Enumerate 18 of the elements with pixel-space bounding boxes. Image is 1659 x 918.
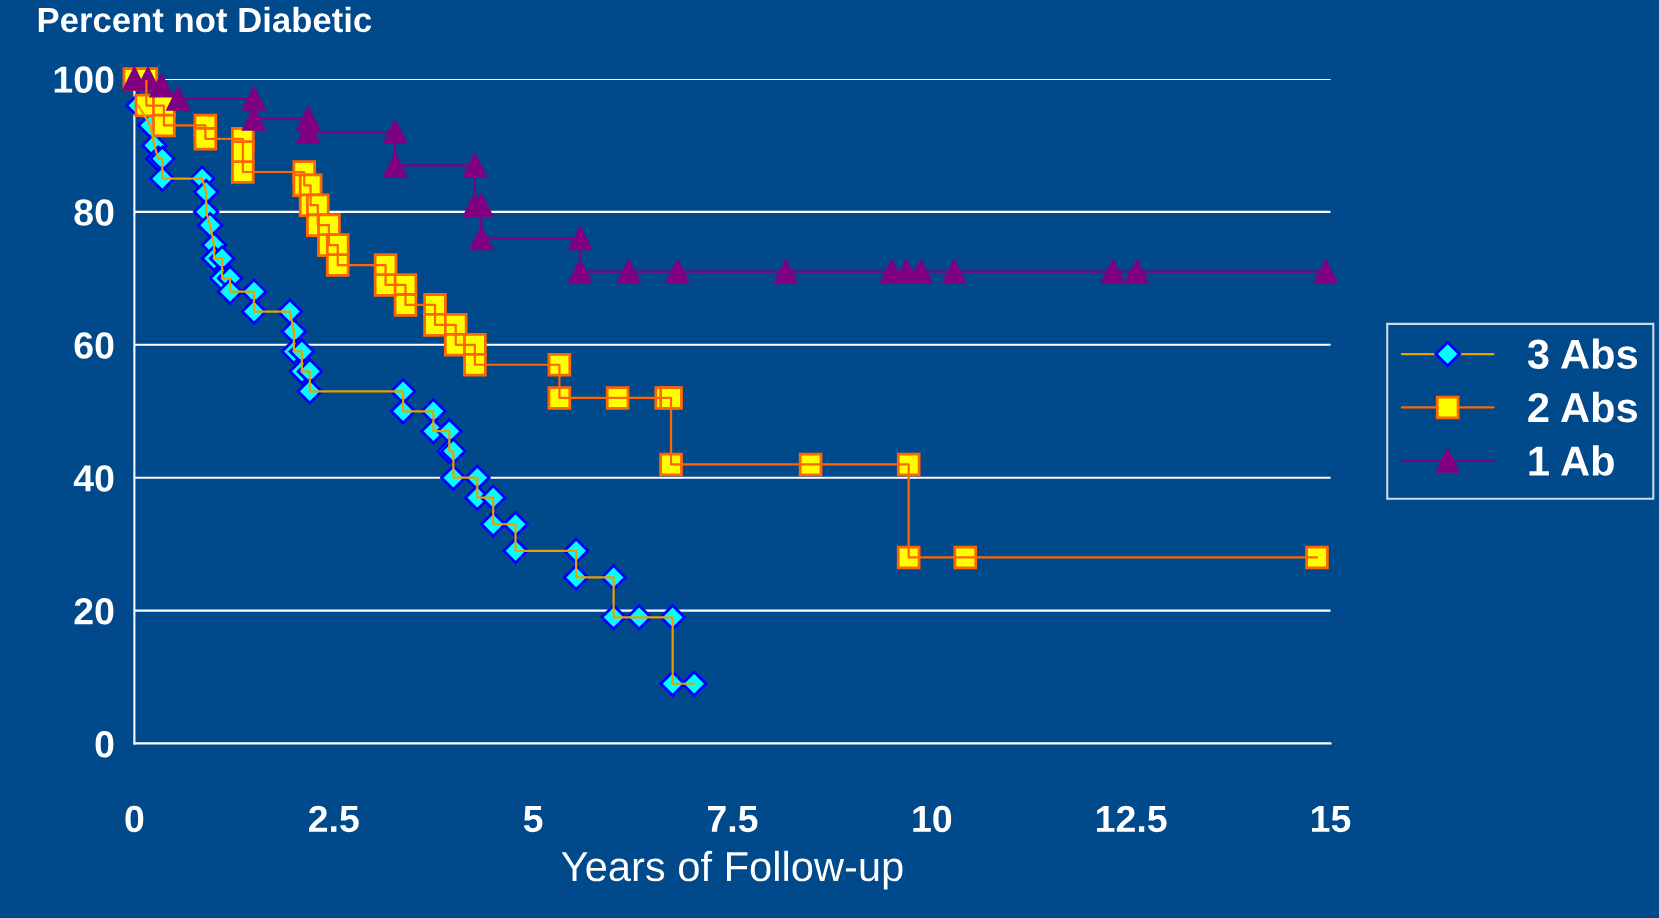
x-tick-label: 5 <box>523 806 543 833</box>
x-tick-label: 12.5 <box>1097 805 1167 833</box>
legend-label: 1 Ab <box>1529 445 1614 476</box>
y-tick-label: 80 <box>74 199 114 226</box>
x-tick-label: 0 <box>125 805 144 833</box>
legend-label: 3 Abs <box>1527 338 1638 370</box>
x-axis-title: Years of Follow-up <box>561 850 903 890</box>
legend-label: 2 Abs <box>1528 391 1638 423</box>
y-tick-label: 20 <box>74 598 114 625</box>
x-tick-label: 10 <box>913 805 952 833</box>
x-tick-label: 2.5 <box>308 805 359 833</box>
x-tick-label: 15 <box>1312 806 1351 833</box>
y-tick-label: 60 <box>74 332 114 359</box>
y-axis-title: Percent not Diabetic <box>38 6 372 33</box>
x-tick-label: 7.5 <box>708 806 758 833</box>
y-tick-label: 0 <box>95 730 114 758</box>
y-tick-label: 100 <box>54 66 114 93</box>
y-tick-label: 40 <box>73 465 114 492</box>
